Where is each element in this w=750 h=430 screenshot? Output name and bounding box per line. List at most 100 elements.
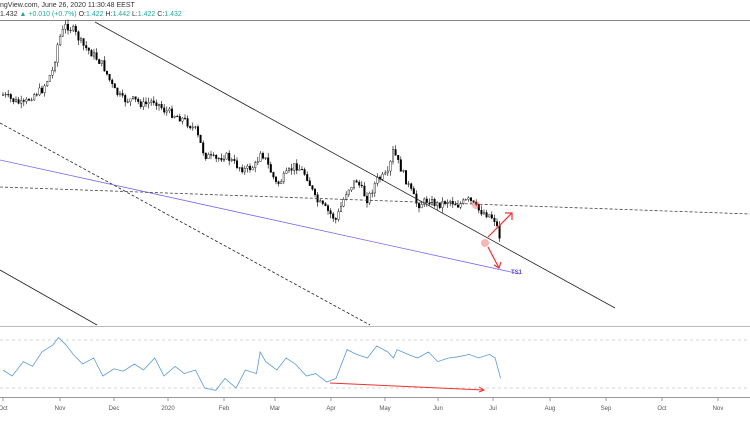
x-tick-label: Nov: [713, 406, 724, 412]
rsi-line: [2, 337, 502, 391]
candle: [191, 126, 194, 129]
candle: [449, 201, 452, 203]
candle: [235, 160, 238, 169]
candle: [480, 210, 483, 215]
x-tick-label: May: [379, 406, 390, 412]
candle: [358, 182, 361, 186]
candle: [150, 100, 153, 103]
x-tick-label: 2020: [161, 406, 175, 412]
candle: [137, 98, 140, 102]
candle: [82, 38, 85, 46]
candle: [272, 172, 275, 178]
x-tick-label: Nov: [55, 406, 66, 412]
candle: [199, 134, 202, 143]
candle: [56, 44, 59, 63]
candle: [92, 52, 95, 57]
candle: [470, 197, 473, 201]
candle: [381, 173, 384, 180]
dashed-channel-line[interactable]: [0, 122, 371, 326]
candle: [410, 183, 413, 189]
marker-circle-top[interactable]: [472, 201, 480, 209]
candle: [134, 96, 137, 100]
candle: [7, 94, 10, 96]
candle: [454, 203, 457, 206]
candle: [217, 158, 220, 160]
marker-circle-bottom[interactable]: [481, 239, 489, 247]
annotation-label: TS1: [511, 270, 523, 276]
time-axis[interactable]: Oct Nov Dec 2020 Feb Mar Apr May Jun Jul Aug Sep Oct…: [0, 398, 723, 412]
candle: [14, 99, 17, 102]
candle: [176, 116, 179, 118]
candle: [48, 75, 51, 82]
candle: [298, 169, 301, 171]
candle: [4, 94, 7, 96]
candle: [467, 197, 470, 200]
candle: [498, 225, 501, 239]
lower-channel-line[interactable]: [0, 269, 98, 326]
x-tick-label: Sep: [601, 406, 612, 412]
candle: [394, 149, 397, 156]
candle: [118, 93, 121, 95]
candle: [418, 203, 421, 209]
candle: [301, 169, 304, 171]
high-value: 1.442: [112, 11, 130, 18]
candle: [79, 38, 82, 41]
candle: [488, 214, 491, 218]
arrow-down-icon[interactable]: [487, 246, 502, 269]
candle: [142, 101, 145, 107]
candle: [282, 173, 285, 182]
candle: [111, 79, 114, 84]
candle: [12, 98, 15, 102]
candle: [54, 62, 57, 71]
candle: [43, 85, 46, 94]
candle: [25, 99, 28, 102]
candle: [202, 142, 205, 154]
candle: [436, 202, 439, 206]
candle: [170, 108, 173, 118]
open-label: O:: [78, 11, 86, 18]
candle: [131, 96, 134, 100]
chart-header: ngView.com, June 26, 2020 11:30:48 EEST …: [0, 0, 750, 20]
candle: [85, 45, 88, 49]
candle: [337, 211, 340, 220]
change: +0.010 (+0.7%): [28, 11, 77, 18]
candle: [66, 23, 69, 31]
candle: [212, 154, 215, 156]
candle: [51, 70, 54, 76]
candle: [285, 170, 288, 174]
candle: [342, 199, 345, 207]
close-label: C:: [157, 11, 165, 18]
candle: [168, 108, 171, 112]
rsi-divergence-arrow[interactable]: [329, 382, 486, 393]
x-tick-label: Aug: [545, 406, 556, 412]
candle: [46, 81, 49, 87]
horizontal-dashed-line[interactable]: [0, 186, 750, 215]
candle: [350, 187, 353, 191]
arrow-up-icon[interactable]: [487, 212, 513, 238]
candle: [324, 203, 327, 206]
candles: [2, 19, 501, 242]
candle: [355, 180, 358, 183]
candle: [30, 99, 33, 101]
candle: [389, 161, 392, 172]
candle: [108, 73, 111, 81]
candle: [472, 200, 475, 203]
blue-support-line[interactable]: [0, 159, 521, 275]
candle: [2, 94, 5, 96]
candle: [220, 158, 223, 161]
candle: [462, 199, 465, 204]
high-label: H:: [105, 11, 113, 18]
candle: [254, 162, 257, 168]
candle: [90, 50, 93, 57]
candle: [293, 163, 296, 171]
descending-trendline[interactable]: [94, 21, 616, 309]
candle: [72, 25, 75, 31]
candle: [225, 152, 228, 160]
candle: [196, 126, 199, 136]
candle: [423, 198, 426, 205]
x-tick-label: Oct: [657, 406, 667, 412]
ohlc-line: 1.432 ▲ +0.010 (+0.7%) O:1.422 H:1.442 L…: [0, 11, 182, 18]
candle: [407, 183, 410, 185]
candle: [412, 188, 415, 195]
